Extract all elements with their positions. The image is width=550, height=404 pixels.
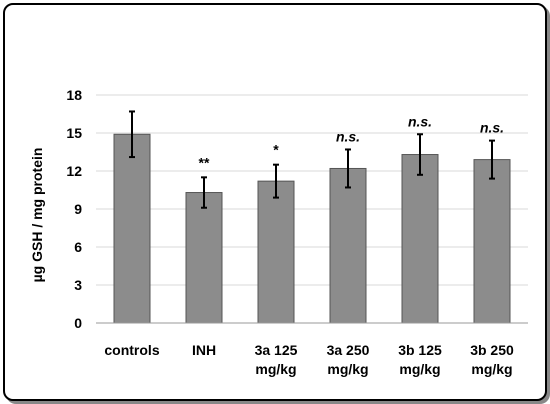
y-tick-label: 18 [66, 87, 82, 103]
bar [401, 154, 439, 324]
bar [329, 167, 367, 324]
category-label: mg/kg [327, 361, 368, 377]
significance-annotations: ***n.s.n.s. n.s. [199, 113, 505, 170]
significance-annotation: n.s. [480, 120, 504, 136]
category-label: INH [192, 342, 216, 358]
y-tick-labels: 0 3 6 9 12 15 18 [66, 87, 82, 331]
y-tick-label: 0 [74, 315, 82, 331]
error-bars [129, 110, 495, 209]
category-label: mg/kg [471, 361, 512, 377]
category-label: 3b 250 [470, 342, 514, 358]
bars [113, 133, 511, 324]
category-label: 3a 125 [255, 342, 298, 358]
category-label: mg/kg [399, 361, 440, 377]
bar [113, 133, 151, 324]
y-tick-label: 3 [74, 277, 82, 293]
category-label: controls [104, 342, 159, 358]
bar [185, 192, 223, 324]
significance-annotation: ** [199, 154, 210, 170]
significance-annotation: n.s. [336, 128, 360, 144]
category-labels: controls INH 3a 125 mg/kg 3a 250 mg/kg 3b 125 m… [104, 342, 514, 377]
gridlines [96, 94, 528, 286]
y-tick-label: 9 [74, 201, 82, 217]
y-tick-label: 12 [66, 163, 82, 179]
y-tick-label: 15 [66, 125, 82, 141]
category-label: 3a 250 [327, 342, 370, 358]
significance-annotation: * [273, 142, 279, 158]
y-axis-label: µg GSH / mg protein [29, 148, 45, 283]
category-label: 3b 125 [398, 342, 442, 358]
significance-annotation: n.s. [408, 113, 432, 129]
category-label: mg/kg [255, 361, 296, 377]
y-tick-label: 6 [74, 239, 82, 255]
bar [473, 159, 511, 324]
bar [257, 180, 295, 324]
